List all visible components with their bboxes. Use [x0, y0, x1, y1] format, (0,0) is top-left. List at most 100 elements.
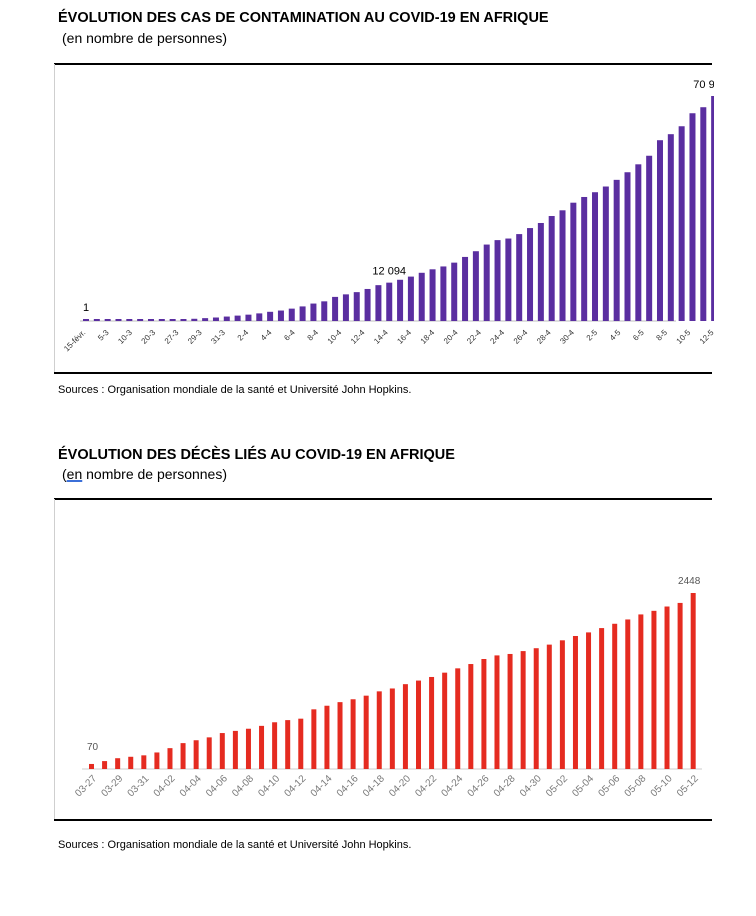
chart1-bar [440, 266, 447, 321]
chart2-bar [193, 740, 199, 769]
chart2-tick-label: 04-22 [413, 773, 439, 799]
chart1-bar [332, 296, 339, 321]
chart2-bar [664, 606, 670, 769]
chart1-bar [83, 319, 89, 321]
chart1-bar [126, 319, 133, 321]
chart2-bar [625, 619, 631, 769]
chart2-data-label: 70 [87, 742, 99, 753]
chart1-tick-label: 29-3 [186, 328, 204, 346]
chart2-bar [337, 702, 343, 769]
chart1-tick-label: 15-févr. [62, 328, 87, 353]
chart1-bar [299, 306, 306, 321]
chart1-bar [180, 319, 187, 321]
chart2-tick-label: 04-24 [439, 773, 465, 799]
chart2-tick-label: 04-02 [152, 773, 178, 799]
chart1-tick-label: 24-4 [488, 328, 506, 346]
chart2-bar [416, 680, 421, 769]
chart1-bar [505, 238, 512, 321]
chart2-bar [690, 593, 696, 769]
chart1-bar [483, 244, 490, 321]
chart2-bar [128, 756, 134, 769]
chart2-subtitle-underlined: en [66, 466, 83, 482]
chart2-tick-label: 04-18 [361, 773, 387, 799]
chart1-tick-label: 2-5 [585, 328, 600, 343]
chart1-bar [451, 262, 458, 321]
chart2-tick-label: 03-31 [126, 773, 152, 799]
chart1-bar [212, 317, 219, 321]
chart2-tick-label: 03-27 [73, 773, 99, 799]
chart1-tick-label: 27-3 [163, 328, 181, 346]
chart2-bar [533, 648, 539, 769]
chart1-bar [527, 228, 534, 321]
chart2-bar [586, 632, 592, 769]
chart2-bar [638, 614, 644, 769]
chart1-bar [689, 113, 696, 321]
chart1-bar [104, 319, 111, 321]
chart2-bar [89, 763, 94, 769]
chart1-bar [397, 279, 404, 321]
chart1-tick-label: 20-3 [140, 328, 158, 346]
chart1-bar [429, 269, 436, 321]
chart2-bar [115, 758, 121, 769]
chart2-bar [102, 761, 108, 769]
chart1-tick-label: 8-5 [654, 328, 669, 343]
chart1-tick-label: 2-4 [236, 328, 251, 343]
chart2-bar [350, 699, 356, 769]
chart2-bar [612, 623, 618, 769]
chart2-bar [167, 748, 173, 769]
chart1-tick-label: 26-4 [512, 328, 530, 346]
chart1-tick-label: 12-4 [349, 328, 367, 346]
chart2-left-border [54, 499, 55, 819]
chart1-subtitle: (en nombre de personnes) [62, 30, 227, 46]
chart1-bar [700, 107, 707, 322]
chart2-tick-label: 04-20 [387, 773, 413, 799]
chart1-title: ÉVOLUTION DES CAS DE CONTAMINATION AU CO… [58, 10, 549, 26]
chart1-bar [624, 172, 631, 321]
chart1-bar [245, 314, 252, 321]
chart1-bar [386, 282, 393, 321]
chart1-tick-label: 10-3 [116, 328, 134, 346]
chart1-bar [115, 319, 122, 321]
chart2-bar [219, 733, 225, 769]
chart2-subtitle-rest: nombre de personnes) [82, 466, 228, 482]
chart1-bar [234, 315, 241, 321]
chart1-bar [635, 164, 642, 321]
chart1-bar [516, 234, 523, 321]
chart1-left-border [54, 64, 55, 372]
chart1-tick-label: 4-4 [259, 328, 274, 343]
chart2-bar [245, 728, 251, 769]
chart1-bar [667, 134, 674, 321]
chart2-bar [389, 688, 395, 769]
chart1-bar [678, 126, 685, 321]
chart1-tick-label: 14-4 [372, 328, 390, 346]
chart1-bar [592, 192, 599, 321]
chart1-bar [548, 216, 555, 321]
chart2-bar [232, 730, 238, 769]
chart1-bar [613, 179, 620, 321]
chart1-tick-label: 4-5 [608, 328, 623, 343]
chart1-bar [646, 155, 653, 321]
chart1-bar [711, 96, 714, 321]
chart2-bar [481, 659, 487, 769]
chart2-top-rule [54, 498, 712, 500]
chart2-bar [141, 755, 147, 769]
chart1-bar [353, 292, 360, 321]
chart1-bar [137, 319, 144, 321]
chart2-bar [455, 668, 461, 769]
chart1-bar [656, 140, 663, 321]
chart2-bar [546, 644, 552, 769]
chart2-tick-label: 04-26 [466, 773, 492, 799]
chart1-source: Sources : Organisation mondiale de la sa… [58, 384, 412, 396]
chart2-bar [559, 640, 565, 769]
chart1-bar [191, 318, 198, 321]
chart2-tick-label: 05-08 [623, 773, 649, 799]
chart2-bar [599, 628, 605, 769]
chart2-tick-label: 05-10 [649, 773, 675, 799]
chart2-bar [651, 610, 657, 769]
chart1-bottom-rule [54, 372, 712, 374]
chart2-tick-label: 04-16 [335, 773, 361, 799]
chart1-data-label: 70 937 [693, 79, 714, 91]
chart2-tick-label: 04-14 [309, 773, 335, 799]
chart1-bar [559, 210, 566, 321]
chart1-bar [537, 222, 544, 321]
